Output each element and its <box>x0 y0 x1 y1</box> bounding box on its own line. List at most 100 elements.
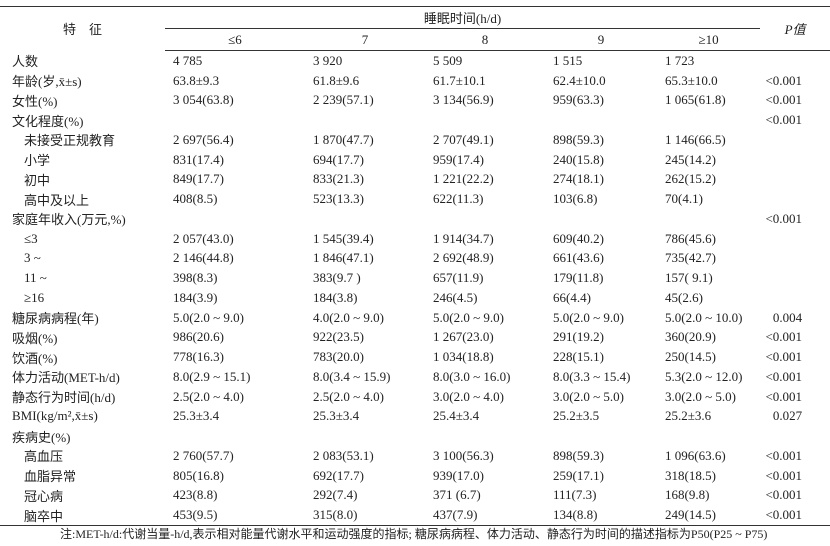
table-row: 未接受正规教育 2 697(56.4) 1 870(47.7) 2 707(49.1)… <box>0 130 830 150</box>
cell-value: 5.3(2.0 ~ 12.0) <box>665 368 743 384</box>
cell-value: 61.8±9.6 <box>313 72 360 88</box>
cell-value: 3.0(2.0 ~ 4.0) <box>433 388 504 404</box>
cell-p-value <box>760 249 830 269</box>
cell-value: 986(20.6) <box>173 329 224 345</box>
cell-value: 383(9.7 ) <box>313 270 361 286</box>
cell-value: 1 065(61.8) <box>665 92 726 108</box>
cell-value: 2.5(2.0 ~ 4.0) <box>173 388 244 404</box>
cell-value: 45(2.6) <box>665 289 703 305</box>
cell-value <box>545 110 657 130</box>
cell-value: 25.2±3.6 <box>665 408 712 424</box>
cell-value: 2 083(53.1) <box>313 447 374 463</box>
row-label: 11 ~ <box>24 270 47 286</box>
cell-value: 61.7±10.1 <box>433 72 486 88</box>
cell-value: 8.0(2.9 ~ 15.1) <box>173 368 251 384</box>
cell-value: 262(15.2) <box>665 171 716 187</box>
table-row: 疾病史(%) <box>0 426 830 446</box>
cell-value <box>305 426 425 446</box>
cell-value: 3 100(56.3) <box>433 447 494 463</box>
header-sleep-2: 8 <box>425 28 545 51</box>
cell-value: 291(19.2) <box>553 329 604 345</box>
cell-value: 250(14.5) <box>665 349 716 365</box>
cell-value: 66(4.4) <box>553 289 591 305</box>
table-row: 文化程度(%) <0.001 <box>0 110 830 130</box>
row-label: 静态行为时间(h/d) <box>12 390 116 406</box>
cell-value: 1 914(34.7) <box>433 230 494 246</box>
cell-value <box>165 209 305 229</box>
cell-value: 1 545(39.4) <box>313 230 374 246</box>
cell-p-value <box>760 130 830 150</box>
cell-value <box>425 209 545 229</box>
cell-p-value <box>760 189 830 209</box>
cell-value <box>545 209 657 229</box>
cell-value: 661(43.6) <box>553 250 604 266</box>
cell-value: 622(11.3) <box>433 191 484 207</box>
cell-p-value <box>760 426 830 446</box>
cell-value: 8.0(3.0 ~ 16.0) <box>433 368 511 384</box>
cell-p-value <box>760 229 830 249</box>
header-feature: 特 征 <box>0 6 165 51</box>
cell-value <box>165 110 305 130</box>
cell-value: 1 034(18.8) <box>433 349 494 365</box>
cell-value: 939(17.0) <box>433 467 484 483</box>
cell-value: 453(9.5) <box>165 505 305 527</box>
cell-value <box>545 426 657 446</box>
table-row: 年龄(岁,x̄±s) 63.8±9.3 61.8±9.6 61.7±10.1 62.4±… <box>0 71 830 91</box>
table-row: BMI(kg/m²,x̄±s) 25.3±3.4 25.3±3.4 25.4±3.4 2… <box>0 407 830 427</box>
cell-value: 25.3±3.4 <box>313 408 360 424</box>
cell-value: 8.0(3.3 ~ 15.4) <box>553 368 631 384</box>
cell-p-value: 0.027 <box>772 408 803 424</box>
cell-value: 609(40.2) <box>553 230 604 246</box>
cell-value: 3 134(56.9) <box>433 92 494 108</box>
cell-value <box>657 110 760 130</box>
cell-value: 179(11.8) <box>553 270 604 286</box>
table-row: 家庭年收入(万元,%) <0.001 <box>0 209 830 229</box>
cell-p-value <box>760 150 830 170</box>
cell-value: 2 692(48.9) <box>433 250 494 266</box>
cell-value: 1 723 <box>665 52 695 68</box>
row-label: 小学 <box>24 153 51 169</box>
row-label: ≥16 <box>24 289 45 305</box>
cell-value: 184(3.8) <box>313 289 358 305</box>
table-row: 小学 831(17.4) 694(17.7) 959(17.4) 240(15.8) 24… <box>0 150 830 170</box>
table-row: 3 ~ 2 146(44.8) 1 846(47.1) 2 692(48.9) 661(… <box>0 249 830 269</box>
cell-value: 898(59.3) <box>553 447 604 463</box>
table-row: 高血压 2 760(57.7) 2 083(53.1) 3 100(56.3) 898(… <box>0 446 830 466</box>
header-sleep-3: 9 <box>545 28 657 51</box>
cell-value: 63.8±9.3 <box>173 72 220 88</box>
cell-p-value: 0.004 <box>772 309 803 325</box>
cell-value: 5.0(2.0 ~ 9.0) <box>173 309 244 325</box>
table-row: 冠心病 423(8.8) 292(7.4) 371 (6.7) 111(7.3) 168(… <box>0 486 830 506</box>
row-label: 3 ~ <box>24 250 41 266</box>
cell-value: 360(20.9) <box>665 329 716 345</box>
table-row: 脑卒中 453(9.5) 315(8.0) 437(7.9) 134(8.8) 249(1… <box>0 505 830 527</box>
cell-p-value <box>760 170 830 190</box>
cell-value: 249(14.5) <box>657 505 761 527</box>
cell-value: 1 146(66.5) <box>665 131 726 147</box>
cell-value: 318(18.5) <box>665 467 716 483</box>
row-label: 血脂异常 <box>24 469 77 485</box>
cell-value: 25.4±3.4 <box>433 408 480 424</box>
cell-value: 1 515 <box>553 52 583 68</box>
cell-value <box>425 110 545 130</box>
cell-value: 735(42.7) <box>665 250 716 266</box>
cell-value: 2 239(57.1) <box>313 92 374 108</box>
table-row: 女性(%) 3 054(63.8) 2 239(57.1) 3 134(56.9) 95… <box>0 91 830 111</box>
cell-value: 70(4.1) <box>665 191 703 207</box>
cell-p-value: <0.001 <box>765 368 803 384</box>
cell-value <box>425 426 545 446</box>
cell-value: 8.0(3.4 ~ 15.9) <box>313 368 391 384</box>
cell-value: 259(17.1) <box>553 467 604 483</box>
table-row: 初中 849(17.7) 833(21.3) 1 221(22.2) 274(18.1)… <box>0 170 830 190</box>
cell-value: 4 785 <box>173 52 203 68</box>
cell-value: 898(59.3) <box>553 131 604 147</box>
cell-value: 315(8.0) <box>305 505 425 527</box>
row-label: 冠心病 <box>24 488 64 504</box>
cell-p-value: <0.001 <box>765 92 803 108</box>
row-label: 糖尿病病程(年) <box>12 311 99 327</box>
cell-value: 245(14.2) <box>665 151 716 167</box>
table-row: 11 ~ 398(8.3) 383(9.7 ) 657(11.9) 179(11.8) 1… <box>0 268 830 288</box>
row-label: 高中及以上 <box>24 192 90 208</box>
table-row: 血脂异常 805(16.8) 692(17.7) 939(17.0) 259(17.1)… <box>0 466 830 486</box>
table-row: ≤3 2 057(43.0) 1 545(39.4) 1 914(34.7) 609(4… <box>0 229 830 249</box>
